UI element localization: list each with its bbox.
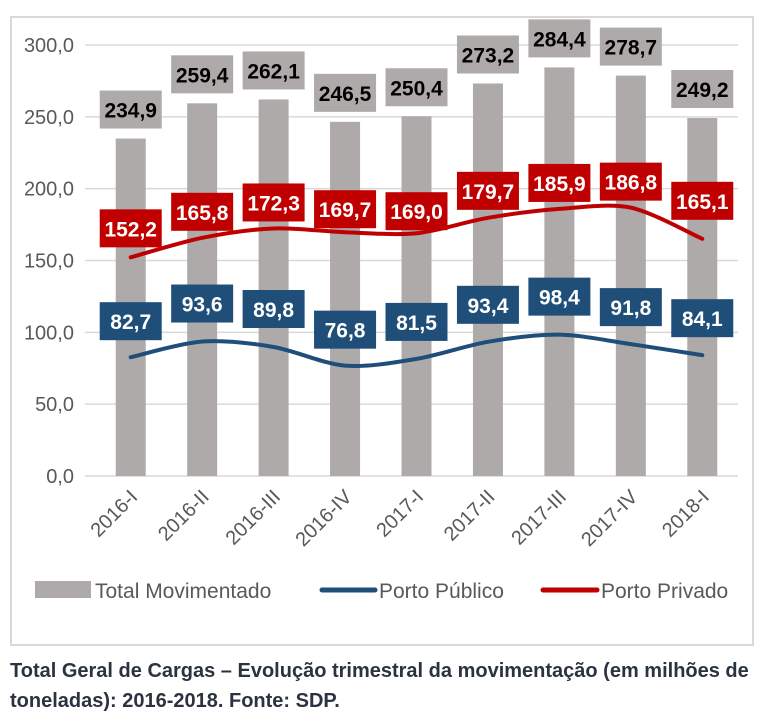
legend-swatch-total-movimentado: [35, 581, 91, 598]
y-tick-label: 50,0: [35, 394, 74, 416]
bar-total-movimentado: [687, 117, 718, 476]
data-label-publico-bg: [456, 285, 519, 324]
data-label-privado-bg: [242, 183, 305, 222]
data-label-privado: 172,3: [247, 192, 300, 215]
data-label-privado-bg: [599, 162, 662, 201]
legend-label-total-movimentado: Total Movimentado: [95, 580, 271, 603]
data-label-privado: 165,8: [176, 202, 229, 225]
y-tick-label: 300,0: [24, 35, 74, 57]
data-label-publico: 89,8: [253, 299, 294, 322]
data-label-publico: 84,1: [682, 308, 723, 331]
data-label-publico-bg: [385, 302, 448, 341]
data-label-privado: 185,9: [533, 173, 586, 196]
data-label-total: 246,5: [319, 83, 372, 106]
data-label-privado: 186,8: [605, 172, 658, 195]
data-label-total: 234,9: [104, 100, 157, 123]
data-label-publico-bg: [314, 310, 377, 349]
data-label-publico-bg: [242, 289, 305, 328]
x-tick-label: 2017-IV: [577, 486, 643, 552]
y-tick-label: 0,0: [46, 466, 74, 488]
data-label-publico-bg: [99, 302, 162, 341]
figure-caption: Total Geral de Cargas – Evolução trimest…: [10, 660, 749, 712]
x-tick-label: 2017-III: [507, 486, 571, 550]
data-label-publico-bg: [599, 288, 662, 327]
data-label-total: 259,4: [176, 64, 229, 87]
bar-total-movimentado: [330, 121, 361, 476]
data-label-publico: 82,7: [110, 311, 151, 334]
data-label-publico-bg: [671, 299, 734, 338]
data-label-privado: 179,7: [462, 181, 515, 204]
data-label-total-bg: [528, 19, 591, 58]
data-label-total: 262,1: [247, 60, 300, 83]
data-label-total-bg: [314, 73, 377, 112]
data-label-total-bg: [671, 69, 734, 108]
data-label-total-bg: [385, 68, 448, 107]
line-porto-publico: [128, 332, 705, 369]
x-tick-label: 2017-I: [372, 486, 428, 542]
data-label-privado-bg: [314, 190, 377, 229]
data-label-privado: 169,7: [319, 199, 372, 222]
data-label-publico: 76,8: [325, 320, 366, 343]
legend-label-porto-publico: Porto Público: [379, 580, 504, 603]
data-label-total-bg: [242, 51, 305, 90]
bar-total-movimentado: [615, 75, 646, 476]
data-label-publico-bg: [528, 277, 591, 316]
x-tick-label: 2016-IV: [291, 486, 357, 552]
y-tick-label: 150,0: [24, 251, 74, 273]
bar-total-movimentado: [258, 99, 289, 476]
data-label-total-bg: [171, 55, 234, 94]
data-label-privado-bg: [528, 163, 591, 202]
data-label-publico: 91,8: [610, 297, 651, 320]
data-label-privado-bg: [456, 171, 519, 210]
x-tick-label: 2016-I: [87, 486, 143, 542]
x-tick-label: 2016-III: [222, 486, 286, 550]
data-label-publico: 98,4: [539, 287, 580, 310]
data-label-privado-bg: [385, 192, 448, 231]
data-label-total-bg: [599, 27, 662, 66]
data-label-publico: 93,6: [182, 294, 223, 317]
data-label-total: 250,4: [390, 77, 443, 100]
data-label-privado: 152,2: [104, 218, 157, 241]
data-label-total: 273,2: [462, 45, 515, 68]
bar-total-movimentado: [401, 116, 432, 476]
data-label-publico: 93,4: [468, 295, 509, 318]
data-label-total: 249,2: [676, 79, 729, 102]
y-tick-label: 200,0: [24, 179, 74, 201]
chart: 0,0 50,0 100,0 150,0 200,0 250,0 300,0 234,9 259…: [24, 19, 738, 603]
y-tick-label: 100,0: [24, 322, 74, 344]
data-label-total-bg: [456, 35, 519, 74]
x-tick-label: 2016-II: [154, 486, 214, 546]
bar-total-movimentado: [544, 67, 575, 477]
line-porto-privado: [128, 203, 705, 260]
data-label-privado-bg: [171, 192, 234, 231]
data-label-privado-bg: [671, 181, 734, 220]
legend-label-porto-privado: Porto Privado: [601, 580, 728, 603]
data-label-privado-bg: [99, 209, 162, 248]
data-label-privado: 165,1: [676, 191, 729, 214]
bar-total-movimentado: [472, 83, 503, 476]
data-label-publico: 81,5: [396, 312, 437, 335]
data-label-total: 278,7: [605, 37, 658, 60]
data-label-publico-bg: [171, 284, 234, 323]
y-tick-label: 250,0: [24, 107, 74, 129]
data-label-total-bg: [99, 90, 162, 129]
x-tick-label: 2017-II: [440, 486, 500, 546]
data-label-total: 284,4: [533, 28, 586, 51]
data-label-privado: 169,0: [390, 201, 443, 224]
x-tick-label: 2018-I: [658, 486, 714, 542]
